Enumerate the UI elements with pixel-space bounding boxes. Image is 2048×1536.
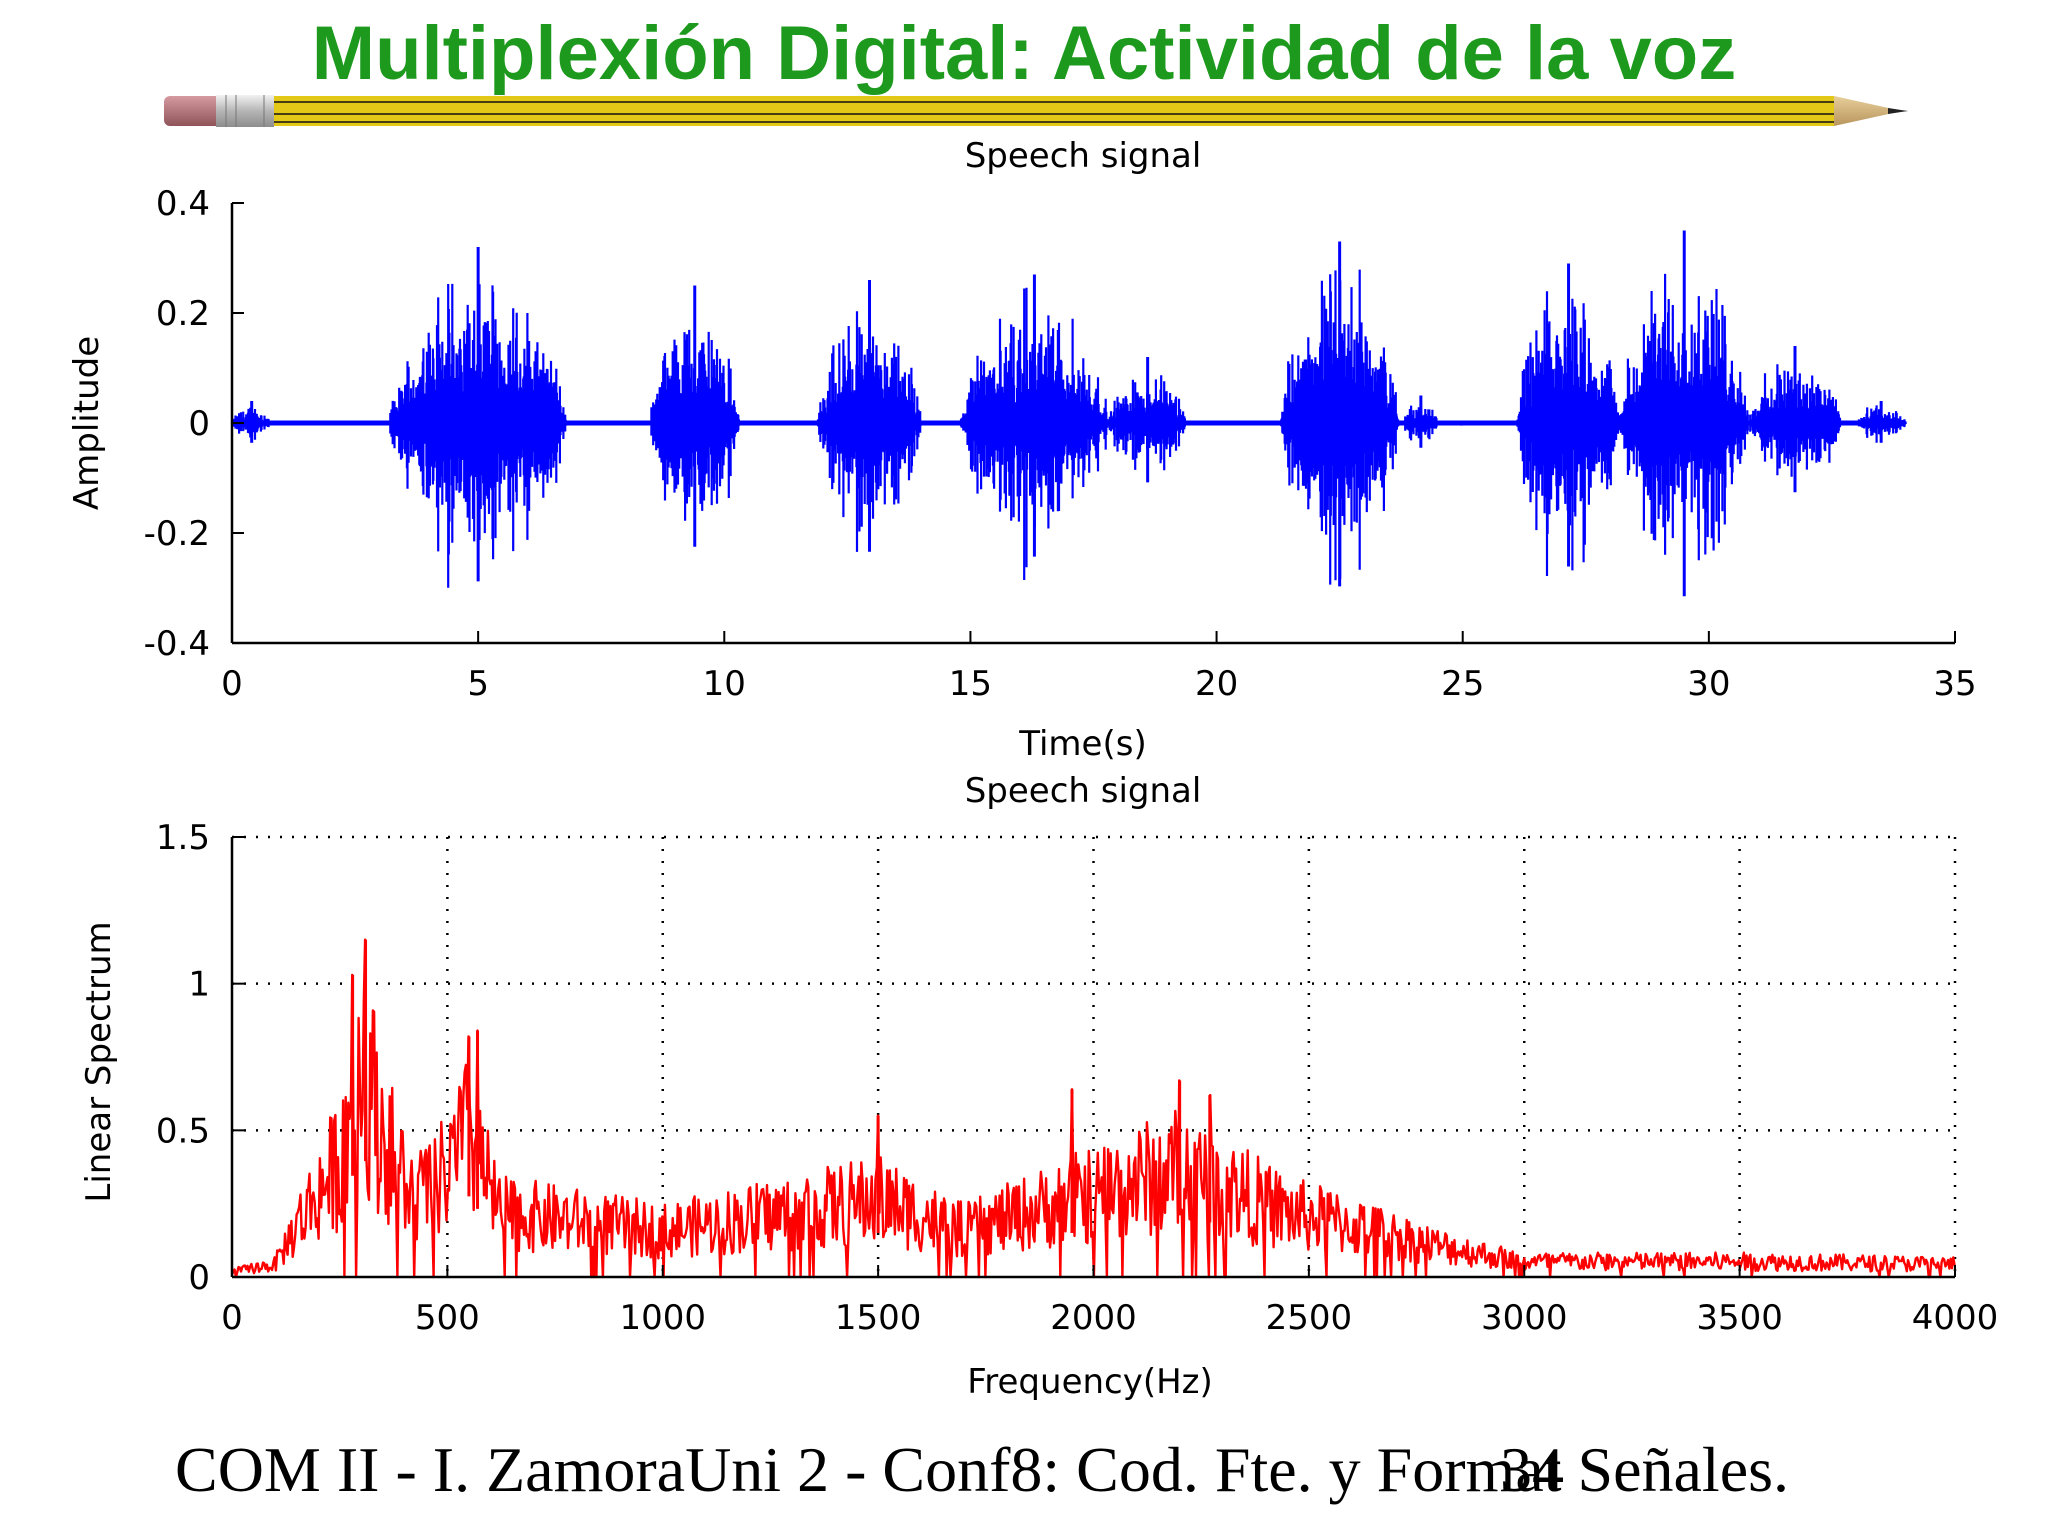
time-y-tick-label: 0.4: [156, 184, 210, 224]
spectrum-x-tick-label: 2000: [1050, 1298, 1137, 1338]
time-x-tick-label: 10: [703, 664, 746, 704]
spectrum-y-tick-label: 1.5: [156, 818, 210, 858]
time-x-tick-label: 30: [1687, 664, 1730, 704]
spectrum-x-tick-label: 4000: [1912, 1298, 1999, 1338]
time-y-tick-label: -0.4: [144, 624, 210, 664]
time-y-tick-label: -0.2: [144, 514, 210, 554]
time-series-path: [230, 269, 1907, 588]
spectrum-x-tick-label: 3000: [1481, 1298, 1568, 1338]
time-x-ticks: 0 5 10 15 20 25 30 35: [221, 631, 1977, 704]
spectrum-grid: [232, 835, 1957, 1277]
slide-title: Multiplexión Digital: Actividad de la vo…: [311, 11, 1737, 96]
spectrum-x-label: Frequency(Hz): [967, 1362, 1213, 1402]
spectrum-x-tick-label: 3500: [1696, 1298, 1783, 1338]
footer-text: COM II - I. ZamoraUni 2 - Conf8: Cod. Ft…: [175, 1434, 1789, 1505]
time-chart: Speech signal 0 5 10 15 20 25 30 35 0.4 0.2 0 -0.2…: [67, 136, 1977, 764]
spectrum-chart: Speech signal 0 500 1000 1500 2000 2500 3000 35…: [79, 771, 1998, 1402]
spectrum-x-tick-label: 2500: [1266, 1298, 1353, 1338]
spectrum-y-tick-label: 0: [188, 1258, 210, 1298]
spectrum-y-ticks: 1.5 1 0.5 0: [156, 818, 244, 1298]
spectrum-y-tick-label: 0.5: [156, 1111, 210, 1151]
time-x-tick-label: 15: [949, 664, 992, 704]
time-x-tick-label: 0: [221, 664, 243, 704]
time-y-ticks: 0.4 0.2 0 -0.2 -0.4: [144, 184, 244, 664]
time-y-tick-label: 0.2: [156, 294, 210, 334]
spectrum-series-line: [230, 938, 1956, 1279]
time-x-tick-label: 20: [1195, 664, 1238, 704]
spectrum-x-tick-label: 500: [415, 1298, 480, 1338]
spectrum-x-tick-label: 0: [221, 1298, 243, 1338]
spectrum-chart-title: Speech signal: [965, 771, 1202, 811]
spectrum-y-tick-label: 1: [188, 965, 210, 1005]
page-number: 34: [1500, 1434, 1564, 1505]
time-x-tick-label: 5: [467, 664, 489, 704]
spectrum-y-label: Linear Spectrum: [79, 921, 119, 1202]
time-x-tick-label: 35: [1933, 664, 1976, 704]
pencil-icon: [164, 95, 1908, 127]
spectrum-x-tick-label: 1000: [619, 1298, 706, 1338]
spectrum-series-path: [230, 938, 1956, 1279]
time-x-label: Time(s): [1018, 724, 1146, 764]
time-x-tick-label: 25: [1441, 664, 1484, 704]
time-y-label: Amplitude: [67, 336, 107, 510]
time-chart-title: Speech signal: [965, 136, 1202, 176]
spectrum-x-tick-label: 1500: [835, 1298, 922, 1338]
time-y-tick-label: 0: [188, 404, 210, 444]
spectrum-x-ticks: 0 500 1000 1500 2000 2500 3000 3500 4000: [221, 1265, 1998, 1338]
time-series-line: [230, 230, 1907, 597]
